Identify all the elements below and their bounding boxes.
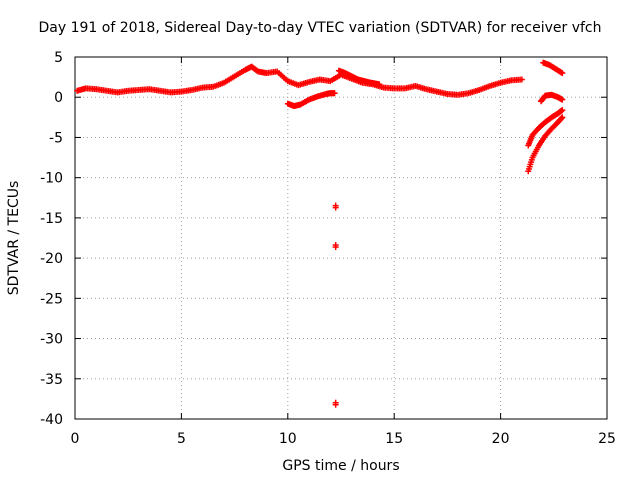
y-tick-label: -5: [49, 130, 63, 146]
y-tick-label: -10: [40, 171, 63, 187]
data-point-late-descend-b: [559, 114, 566, 121]
data-point-outliers: [332, 401, 339, 408]
data-point-lower-branch: [331, 90, 338, 97]
x-tick-label: 15: [385, 431, 403, 447]
x-axis-ticks: 0 5 10 15 20 25: [71, 57, 616, 447]
y-tick-label: -30: [40, 332, 63, 348]
x-tick-label: 25: [598, 431, 616, 447]
y-tick-label: 0: [54, 90, 63, 106]
y-tick-label: -25: [40, 291, 63, 307]
data-point-late-descend-a: [559, 107, 566, 114]
x-tick-label: 10: [279, 431, 297, 447]
y-axis-ticks: 5 0 -5 -10 -15 -20 -25 -30 -35 -40: [40, 50, 607, 428]
grid-lines: [75, 57, 607, 419]
data-point-outliers: [332, 204, 339, 211]
data-point-upper-branch: [376, 81, 383, 88]
plot-frame: [74, 56, 608, 420]
y-tick-label: -35: [40, 372, 63, 388]
data-points: [74, 59, 566, 408]
x-tick-label: 5: [177, 431, 186, 447]
y-tick-label: -15: [40, 211, 63, 227]
data-point-late-top: [559, 70, 566, 77]
data-point-late-mid: [559, 96, 566, 103]
x-tick-label: 0: [71, 431, 80, 447]
x-tick-label: 20: [492, 431, 510, 447]
y-tick-label: 5: [54, 50, 63, 66]
y-axis-label: SDTVAR / TECUs: [6, 181, 22, 296]
data-point-outliers: [332, 244, 339, 251]
y-tick-label: -40: [40, 412, 63, 428]
x-axis-label: GPS time / hours: [282, 458, 399, 474]
y-tick-label: -20: [40, 251, 63, 267]
data-point-main-track: [518, 76, 525, 83]
chart-title: Day 191 of 2018, Sidereal Day-to-day VTE…: [38, 20, 602, 36]
